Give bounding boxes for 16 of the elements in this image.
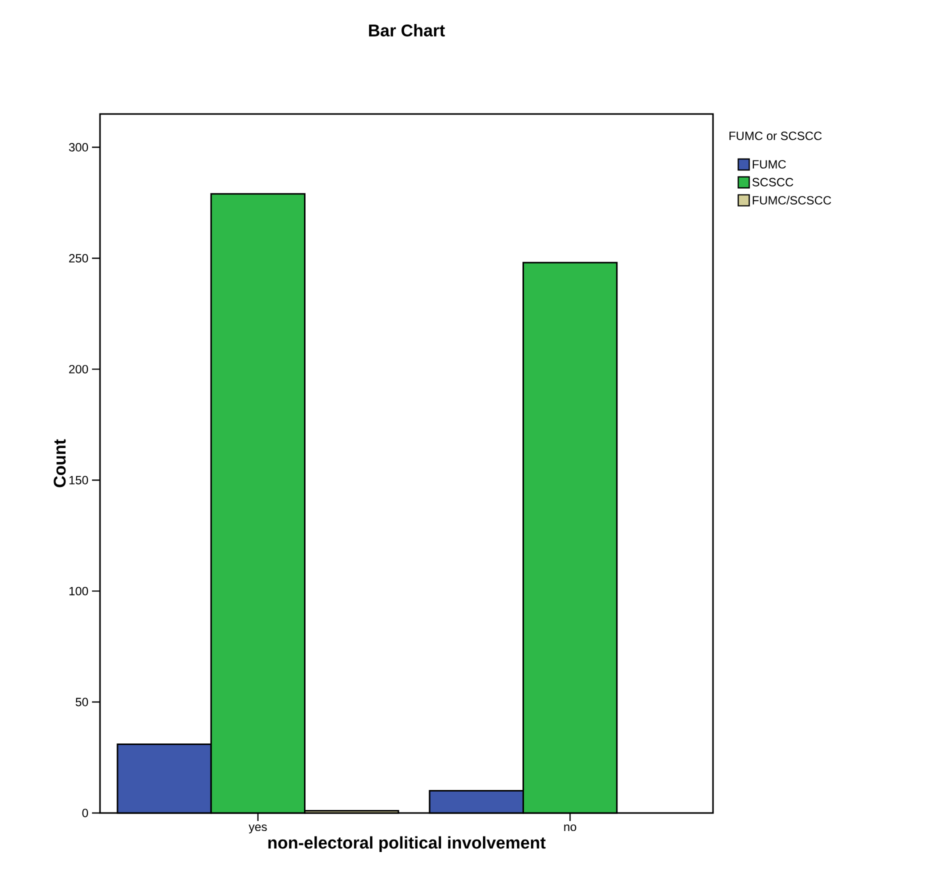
legend-label: SCSCC (752, 178, 794, 186)
y-tick-label: 150 (69, 476, 88, 484)
y-axis-title: Count (54, 439, 66, 488)
y-tick-label: 250 (69, 254, 88, 262)
y-tick-label: 100 (69, 586, 88, 596)
legend-title: FUMC or SCSCC (730, 132, 822, 140)
y-tick-label: 200 (69, 364, 88, 374)
y-tick-label: 0 (82, 808, 88, 818)
x-axis-title: non-electoral political involvement (268, 836, 546, 852)
x-tick-label: yes (248, 824, 267, 834)
chart-title: Bar Chart (369, 24, 445, 36)
y-tick-label: 300 (68, 143, 88, 152)
y-tick-label: 50 (76, 698, 88, 706)
legend-label: FUMC (752, 160, 786, 169)
legend-label: FUMC/SCSCC (752, 196, 832, 205)
x-tick-label: no (564, 824, 576, 832)
